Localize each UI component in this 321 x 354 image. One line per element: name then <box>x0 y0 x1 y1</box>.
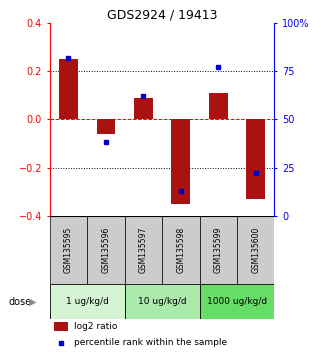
Bar <box>200 285 274 319</box>
Bar <box>247 119 265 199</box>
Bar <box>125 285 200 319</box>
Bar <box>200 216 237 285</box>
Bar <box>50 216 87 285</box>
Bar <box>97 119 115 134</box>
Text: 1 ug/kg/d: 1 ug/kg/d <box>66 297 108 306</box>
Text: GSM135595: GSM135595 <box>64 227 73 273</box>
Bar <box>209 93 228 119</box>
Bar <box>134 98 153 119</box>
Text: GSM135597: GSM135597 <box>139 227 148 273</box>
Text: GSM135600: GSM135600 <box>251 227 260 273</box>
Bar <box>162 216 200 285</box>
Bar <box>125 216 162 285</box>
Text: 1000 ug/kg/d: 1000 ug/kg/d <box>207 297 267 306</box>
Bar <box>237 216 274 285</box>
Text: GSM135596: GSM135596 <box>101 227 110 273</box>
Bar <box>50 285 125 319</box>
Text: ▶: ▶ <box>29 297 36 307</box>
Bar <box>171 119 190 204</box>
Text: percentile rank within the sample: percentile rank within the sample <box>74 338 228 347</box>
Title: GDS2924 / 19413: GDS2924 / 19413 <box>107 9 217 22</box>
Bar <box>54 322 68 331</box>
Bar <box>87 216 125 285</box>
Text: dose: dose <box>8 297 31 307</box>
Text: GSM135599: GSM135599 <box>214 227 223 273</box>
Bar <box>59 59 78 119</box>
Text: GSM135598: GSM135598 <box>176 227 185 273</box>
Text: log2 ratio: log2 ratio <box>74 322 118 331</box>
Text: 10 ug/kg/d: 10 ug/kg/d <box>138 297 187 306</box>
